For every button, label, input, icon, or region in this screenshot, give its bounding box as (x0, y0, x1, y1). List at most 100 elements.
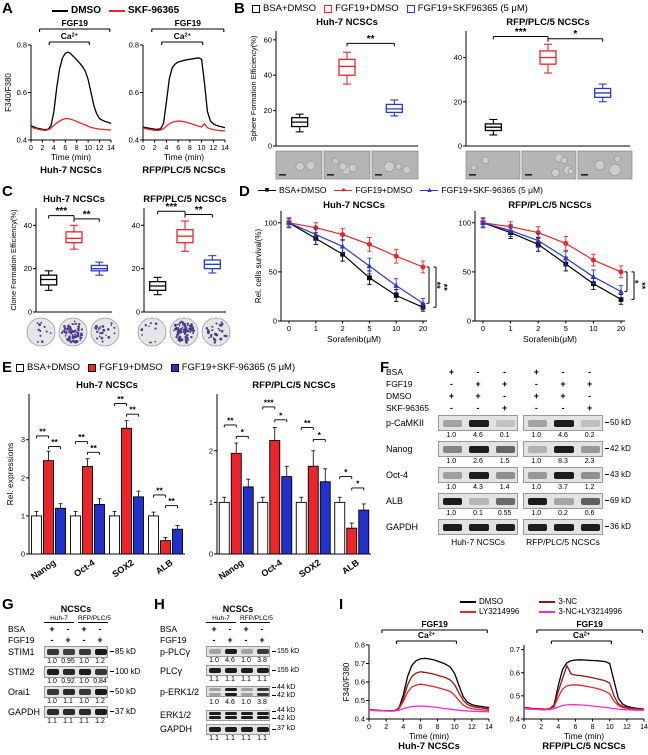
band-quantification: 1.0 (47, 698, 57, 705)
svg-text:0: 0 (268, 142, 272, 151)
band-quantification: 1.2 (95, 718, 105, 725)
legend-label: FGF19+DMSO (335, 3, 399, 14)
band-quantification: 1.1 (241, 676, 251, 683)
chart-calcium-rfp: 0.4 0.6 0.8 0 2 4 6 8 10 12 14 FGF19 Ca2+ Time (min) R… (116, 18, 229, 176)
svg-text:0: 0 (136, 308, 140, 317)
series-FGF19+SKF-96365 (288, 222, 424, 304)
svg-text:Ca2+: Ca2+ (61, 31, 78, 41)
legend-label: SKF-96365 (128, 5, 180, 16)
chart-expression-huh7: Huh-7 NCSCs 0 1 2 3 Nanog Oct-4 SOX2 ALB ** ** ** **… (5, 378, 188, 590)
dish-image-strip (137, 317, 231, 347)
svg-text:Ca2+: Ca2+ (174, 31, 191, 41)
blot-Oct-4 (438, 467, 518, 483)
legend-item: LY3214996 (460, 607, 519, 616)
svg-text:Sorafenib(μM): Sorafenib(μM) (523, 334, 577, 344)
svg-text:FGF19: FGF19 (421, 619, 448, 629)
band-quantification: 1.0 (79, 678, 89, 685)
svg-text:***: *** (55, 206, 67, 217)
svg-text:20: 20 (132, 264, 140, 273)
band-quantification: 1.1 (63, 718, 73, 725)
svg-text:10: 10 (392, 324, 400, 333)
chart-calcium-inhibitors-rfp: 0.4 0.5 0.6 0.7 0 2 4 6 8 10 12 14 FGF19 Ca2+ Time (mi… (497, 619, 648, 752)
blot-STIM2 (44, 666, 108, 678)
chart-expression-rfp: RFP/PLC/5 NCSCs 0 1 2 Nanog Oct-4 SOX2 ALB ** * **… (194, 378, 374, 590)
svg-text:0.6: 0.6 (355, 678, 365, 687)
band (225, 692, 237, 696)
sphere-image-strip (465, 150, 633, 180)
blot-title: NCSCs (222, 604, 254, 614)
band (581, 419, 601, 427)
panel-e-legend: BSA+DMSO FGF19+DMSO FGF19+SKF-96365 (5 μM) (16, 362, 303, 373)
condition-symbol: - (228, 624, 232, 634)
chart-calcium-huh7: 0.4 0.6 0.8 0 2 4 6 8 10 12 14 FGF19 Ca2+ F340/F380 Ti… (4, 18, 115, 176)
kd-size: 37 kD (115, 706, 136, 716)
band-quantification: 1.1 (47, 718, 57, 725)
band-quantification: 1.0 (209, 657, 219, 664)
band-quantification: 1.4 (499, 484, 510, 491)
condition-symbol: + (502, 403, 508, 413)
svg-text:4: 4 (556, 724, 560, 731)
chart-calcium-inhibitors-huh7: 0.4 0.5 0.6 0.7 0.8 0 2 4 6 8 10 12 14 FGF19 Ca2+ F340/… (342, 619, 493, 752)
bar-FGF19+SKF-96365-Oct-4 (94, 504, 105, 555)
svg-text:**: ** (439, 284, 449, 292)
legend-item: DMSO (52, 5, 101, 16)
svg-text:Time (min): Time (min) (164, 152, 204, 162)
condition-label: FGF19 (8, 635, 35, 645)
western-blot-panel-f: BSA + - - + - - FGF19 - + + - + + DMSO + + - + + - SKF-96365 -… (386, 367, 646, 549)
svg-text:0.8: 0.8 (129, 41, 139, 50)
svg-text:10: 10 (606, 724, 614, 731)
condition-symbol: + (49, 624, 55, 634)
kd-size: 50 kD (115, 686, 136, 696)
chart-survival-rfp: 0 50 100 0 1 2 5 10 20 Sorafenib(μM) RFP/PLC/5 NCS… (448, 197, 647, 353)
band (63, 689, 75, 695)
box-FGF19+DMSO (65, 231, 83, 244)
size-labels: 155 kD (272, 648, 299, 656)
kd-dash (605, 474, 609, 476)
band-quantification: 1.0 (79, 698, 89, 705)
svg-text:0: 0 (287, 324, 291, 333)
kd-dash (605, 500, 609, 502)
band (79, 689, 91, 695)
legend-item: ▲ FGF19+SKF-96365 (5 μM) (420, 185, 543, 195)
band (554, 419, 574, 427)
svg-text:**: ** (195, 205, 203, 216)
svg-text:Time (min): Time (min) (409, 731, 449, 741)
condition-symbol: + (475, 391, 481, 401)
svg-text:**: ** (304, 418, 311, 428)
condition-symbol: - (449, 403, 453, 413)
condition-symbol: + (243, 624, 249, 634)
series-BSA+DMSO (482, 222, 622, 300)
svg-text:**: ** (129, 405, 136, 415)
size-labels: 37 kD (110, 706, 136, 717)
svg-text:2: 2 (539, 724, 543, 731)
band-quantification: 4.6 (225, 657, 235, 664)
size-labels: 50 kD (110, 686, 136, 697)
band-quantification: 4.3 (473, 484, 483, 491)
svg-text:1: 1 (314, 324, 318, 333)
condition-symbol: - (476, 403, 480, 413)
bar-FGF19+DMSO-Nanog (230, 452, 242, 555)
band-quantification: 1.0 (531, 510, 542, 517)
svg-text:RFP/PLC/5 NCSCs: RFP/PLC/5 NCSCs (252, 380, 335, 391)
legend-label: DMSO (479, 597, 503, 606)
condition-symbol: - (260, 624, 264, 634)
legend-item: ■ BSA+DMSO (258, 185, 326, 195)
fill-swatch (88, 363, 97, 372)
bar-FGF19+SKF-96365-Nanog (242, 486, 254, 555)
svg-text:*: * (573, 29, 577, 40)
svg-text:1: 1 (21, 511, 25, 520)
svg-text:6: 6 (573, 724, 577, 731)
trace-DMSO (30, 51, 112, 131)
svg-text:Huh-7 NCSCs: Huh-7 NCSCs (398, 741, 460, 752)
chart-svg-D1: 0 50 100 0 1 2 5 10 20 Sorafenib(μM) Huh-7 NCSCs **… (254, 200, 449, 344)
svg-text:**: ** (117, 394, 124, 404)
svg-text:2: 2 (153, 145, 157, 152)
cell-line-footer: Huh-7 NCSCs (451, 537, 505, 547)
svg-text:6: 6 (418, 724, 422, 731)
svg-text:1: 1 (509, 324, 513, 333)
svg-text:8: 8 (75, 145, 79, 152)
target-label: ALB (386, 496, 404, 506)
condition-symbol: - (561, 367, 565, 377)
band (527, 497, 547, 505)
svg-text:0.5: 0.5 (355, 696, 365, 705)
